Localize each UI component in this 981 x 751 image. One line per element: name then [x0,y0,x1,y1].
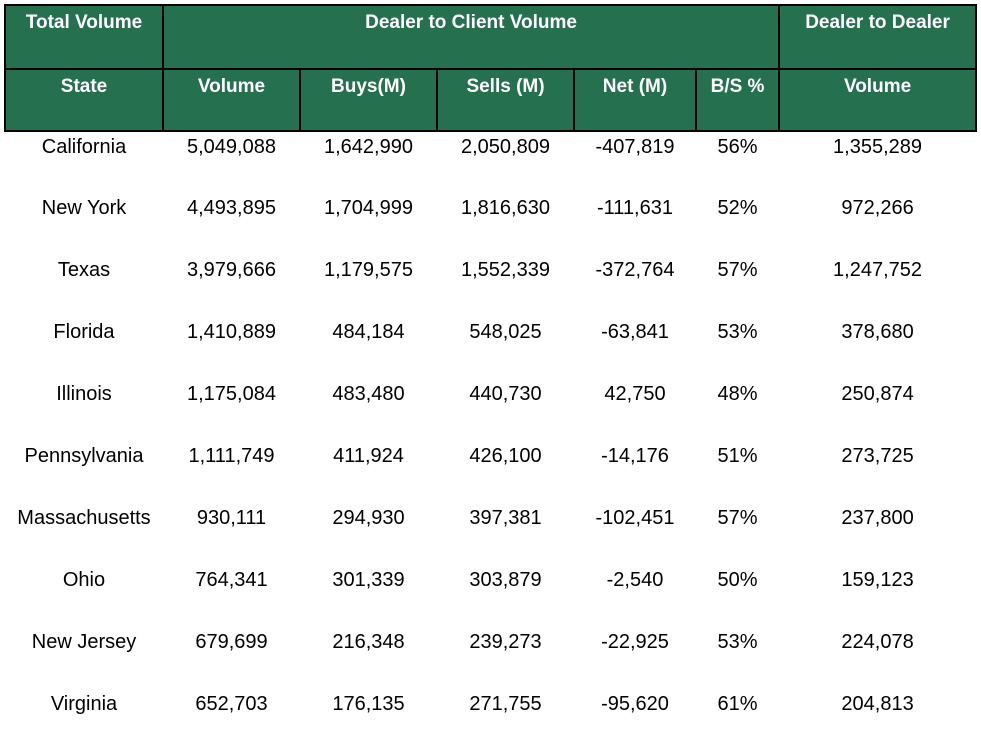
cell-buys: 294,930 [332,507,405,529]
cell-sells: 2,050,809 [461,136,550,158]
cell-volume: 5,049,088 [187,136,276,158]
table-row: Florida 1,410,889 484,184 548,025 -63,84… [5,317,976,379]
cell-buys: 483,480 [332,383,405,405]
cell-bs-pct: 48% [717,383,758,405]
cell-buys: 176,135 [332,693,405,715]
table-body: California 5,049,088 1,642,990 2,050,809… [5,131,976,751]
cell-dd-volume: 972,266 [841,197,914,219]
cell-volume: 4,493,895 [187,197,276,219]
table-row: New York 4,493,895 1,704,999 1,816,630 -… [5,193,976,255]
cell-volume: 1,111,749 [188,445,275,467]
cell-net: -2,540 [606,569,664,591]
cell-dd-volume: 1,247,752 [833,259,923,281]
cell-dd-volume: 273,725 [841,445,914,467]
cell-buys: 301,339 [332,569,405,591]
cell-state: Pennsylvania [24,445,144,467]
column-header-bs-pct: B/S % [694,68,781,132]
cell-bs-pct: 56% [717,136,758,158]
table-row: California 5,049,088 1,642,990 2,050,809… [5,131,976,193]
cell-state: Massachusetts [17,507,151,529]
cell-bs-pct: 57% [717,507,758,529]
cell-dd-volume: 204,813 [841,693,914,715]
table-row: Virginia 652,703 176,135 271,755 -95,620… [5,689,976,751]
cell-volume: 3,979,666 [187,259,276,281]
cell-state: Ohio [62,569,106,591]
cell-volume: 1,410,889 [187,321,276,343]
column-header-state: State [4,68,164,132]
cell-net: 42,750 [604,383,666,405]
table-row: Ohio 764,341 301,339 303,879 -2,540 50% … [5,565,976,627]
cell-volume: 679,699 [195,631,268,653]
table-row: Texas 3,979,666 1,179,575 1,552,339 -372… [5,255,976,317]
cell-bs-pct: 51% [717,445,758,467]
cell-buys: 1,642,990 [324,136,413,158]
cell-state: Illinois [56,383,112,405]
cell-buys: 1,704,999 [324,197,413,219]
cell-buys: 1,179,575 [324,259,413,281]
column-header-sells: Sells (M) [436,68,575,132]
cell-dd-volume: 378,680 [841,321,914,343]
cell-state: New York [41,197,127,219]
cell-buys: 411,924 [333,445,404,467]
cell-bs-pct: 50% [717,569,758,591]
table-row: New Jersey 679,699 216,348 239,273 -22,9… [5,627,976,689]
state-volume-table: Total Volume Dealer to Client Volume Dea… [4,4,978,751]
cell-net: -14,176 [601,445,669,467]
cell-dd-volume: 1,355,289 [833,136,923,158]
cell-sells: 271,755 [469,693,542,715]
cell-buys: 484,184 [332,321,405,343]
cell-net: -95,620 [601,693,669,715]
cell-bs-pct: 61% [717,693,758,715]
cell-bs-pct: 52% [717,197,758,219]
cell-sells: 303,879 [469,569,542,591]
cell-sells: 548,025 [469,321,542,343]
header-dealer-to-dealer: Dealer to Dealer [778,4,978,70]
header-column-row: State Volume Buys(M) Sells (M) Net (M) B… [4,68,978,132]
cell-net: -111,631 [597,197,673,219]
cell-state: New Jersey [31,631,137,653]
header-dealer-to-client: Dealer to Client Volume [161,4,781,70]
column-header-dd-volume: Volume [778,68,978,132]
column-header-buys: Buys(M) [299,68,438,132]
cell-dd-volume: 250,874 [841,383,914,405]
column-header-volume: Volume [162,68,301,132]
cell-state: Texas [57,259,111,281]
cell-bs-pct: 53% [717,631,758,653]
cell-sells: 1,552,339 [461,259,550,281]
cell-state: Florida [53,321,115,343]
cell-dd-volume: 159,123 [841,569,914,591]
cell-bs-pct: 53% [717,321,758,343]
cell-bs-pct: 57% [717,259,758,281]
cell-state: Virginia [50,693,118,715]
cell-volume: 652,703 [195,693,268,715]
table-header: Total Volume Dealer to Client Volume Dea… [4,4,978,132]
cell-net: -407,819 [595,136,675,158]
header-total-volume: Total Volume [4,4,164,70]
cell-buys: 216,348 [332,631,405,653]
cell-sells: 426,100 [469,445,542,467]
table-row: Massachusetts 930,111 294,930 397,381 -1… [5,503,976,565]
cell-volume: 764,341 [195,569,268,591]
cell-volume: 930,111 [196,507,267,529]
cell-state: California [41,136,127,158]
header-group-row: Total Volume Dealer to Client Volume Dea… [4,4,978,70]
cell-net: -102,451 [595,507,675,529]
cell-volume: 1,175,084 [187,383,276,405]
cell-net: -63,841 [601,321,669,343]
cell-net: -22,925 [601,631,669,653]
cell-sells: 1,816,630 [461,197,550,219]
cell-net: -372,764 [595,259,675,281]
table-row: Pennsylvania 1,111,749 411,924 426,100 -… [5,441,976,503]
cell-sells: 440,730 [469,383,542,405]
cell-dd-volume: 237,800 [841,507,914,529]
table-row: Illinois 1,175,084 483,480 440,730 42,75… [5,379,976,441]
cell-dd-volume: 224,078 [841,631,914,653]
cell-sells: 397,381 [469,507,542,529]
cell-sells: 239,273 [469,631,542,653]
column-header-net: Net (M) [573,68,697,132]
